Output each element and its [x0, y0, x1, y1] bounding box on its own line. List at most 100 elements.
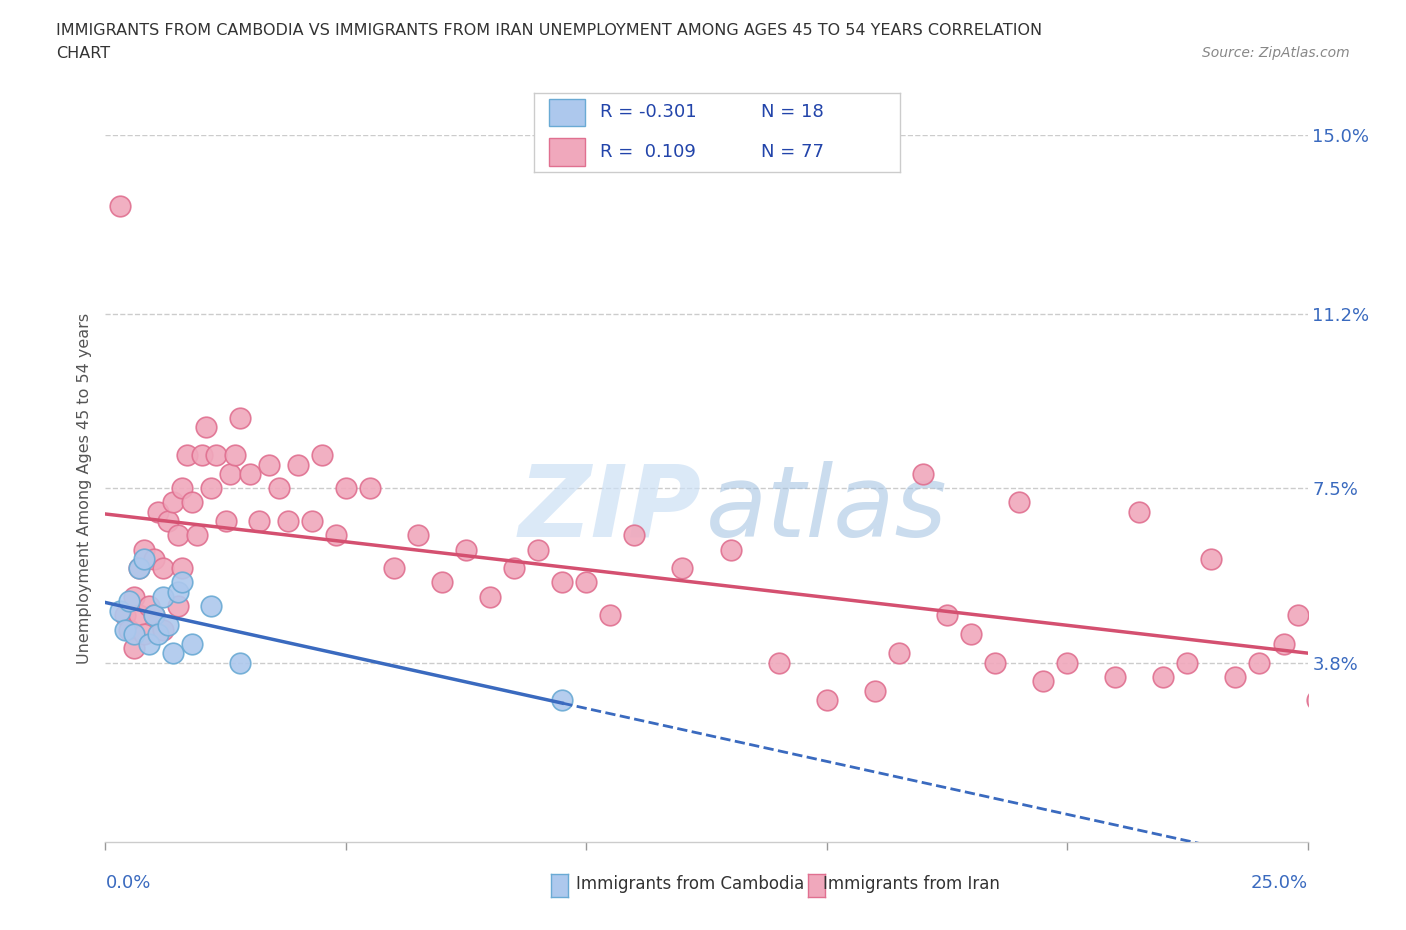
Text: IMMIGRANTS FROM CAMBODIA VS IMMIGRANTS FROM IRAN UNEMPLOYMENT AMONG AGES 45 TO 5: IMMIGRANTS FROM CAMBODIA VS IMMIGRANTS F…: [56, 23, 1042, 38]
Text: N = 77: N = 77: [761, 143, 824, 161]
Point: [960, 627, 983, 642]
Point: [1152, 670, 1174, 684]
Point: [301, 513, 323, 528]
Point: [1249, 655, 1271, 670]
Point: [768, 655, 790, 670]
Text: R =  0.109: R = 0.109: [600, 143, 696, 161]
Point: [181, 636, 204, 651]
Point: [166, 599, 188, 614]
Point: [142, 608, 165, 623]
Text: N = 18: N = 18: [761, 103, 824, 122]
Point: [176, 448, 198, 463]
Point: [1008, 495, 1031, 510]
Bar: [548, 99, 585, 126]
Point: [406, 528, 429, 543]
Point: [148, 504, 170, 519]
Point: [720, 542, 742, 557]
Point: [267, 481, 290, 496]
Point: [219, 467, 242, 482]
Point: [214, 513, 236, 528]
Point: [205, 448, 228, 463]
Point: [382, 561, 405, 576]
Point: [172, 575, 194, 590]
Text: Immigrants from Cambodia: Immigrants from Cambodia: [576, 874, 804, 893]
Point: [148, 627, 170, 642]
Point: [132, 627, 155, 642]
Point: [190, 448, 212, 463]
Point: [156, 618, 179, 632]
Text: atlas: atlas: [706, 461, 948, 558]
Point: [623, 528, 645, 543]
Point: [887, 645, 910, 660]
Point: [479, 590, 502, 604]
Point: [551, 575, 574, 590]
Point: [128, 561, 150, 576]
Point: [108, 604, 131, 618]
Point: [863, 684, 886, 698]
Point: [527, 542, 550, 557]
Point: [186, 528, 208, 543]
Point: [359, 481, 381, 496]
Point: [503, 561, 526, 576]
Point: [118, 622, 141, 637]
Point: [599, 608, 621, 623]
Point: [671, 561, 693, 576]
Point: [1272, 636, 1295, 651]
Text: ZIP: ZIP: [519, 461, 702, 558]
Point: [335, 481, 357, 496]
Point: [229, 410, 252, 425]
Point: [430, 575, 453, 590]
Point: [200, 599, 222, 614]
Point: [114, 608, 136, 623]
Point: [224, 448, 246, 463]
Point: [239, 467, 262, 482]
Point: [1056, 655, 1078, 670]
Y-axis label: Unemployment Among Ages 45 to 54 years: Unemployment Among Ages 45 to 54 years: [77, 312, 93, 664]
Point: [166, 528, 188, 543]
Point: [172, 481, 194, 496]
Point: [142, 608, 165, 623]
Point: [1104, 670, 1126, 684]
Point: [181, 495, 204, 510]
Text: R = -0.301: R = -0.301: [600, 103, 697, 122]
Point: [138, 636, 160, 651]
Point: [195, 419, 218, 434]
Point: [138, 599, 160, 614]
Point: [152, 590, 174, 604]
Point: [1128, 504, 1150, 519]
Text: Immigrants from Iran: Immigrants from Iran: [823, 874, 1000, 893]
Point: [142, 551, 165, 566]
Point: [152, 561, 174, 576]
Point: [166, 584, 188, 599]
Point: [200, 481, 222, 496]
Point: [118, 594, 141, 609]
Point: [1032, 674, 1054, 689]
Point: [152, 622, 174, 637]
Point: [156, 513, 179, 528]
Point: [311, 448, 333, 463]
Point: [1286, 608, 1309, 623]
Point: [815, 693, 838, 708]
Point: [287, 458, 309, 472]
Bar: [548, 138, 585, 166]
Point: [911, 467, 934, 482]
Point: [128, 561, 150, 576]
Point: [575, 575, 598, 590]
Point: [257, 458, 280, 472]
Point: [551, 693, 574, 708]
Point: [132, 551, 155, 566]
Point: [162, 645, 184, 660]
Point: [1175, 655, 1198, 670]
Point: [128, 608, 150, 623]
Point: [162, 495, 184, 510]
Text: 25.0%: 25.0%: [1250, 874, 1308, 892]
Point: [1225, 670, 1247, 684]
Point: [132, 542, 155, 557]
Point: [277, 513, 299, 528]
Point: [124, 590, 146, 604]
Point: [247, 513, 270, 528]
Point: [114, 622, 136, 637]
Point: [108, 198, 131, 213]
Point: [172, 561, 194, 576]
Point: [984, 655, 1007, 670]
